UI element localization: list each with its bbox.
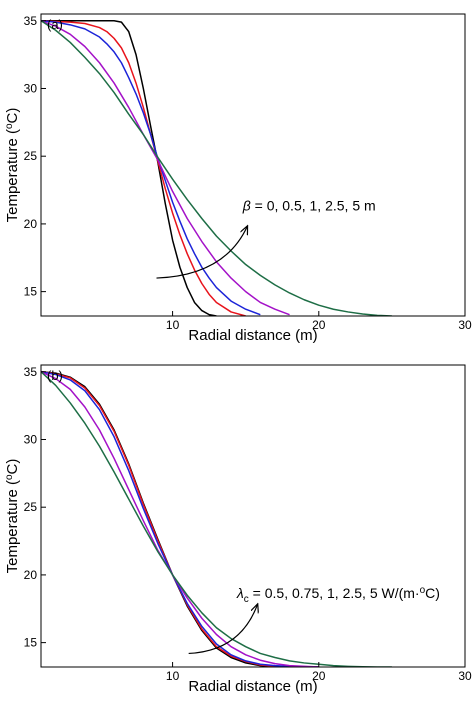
series-line-black [41,371,319,667]
annotation-label: β = 0, 0.5, 1, 2.5, 5 m [242,197,376,213]
series-line-green [41,371,392,667]
series-line-red [41,20,246,316]
panel-label: (a) [47,17,63,32]
annotation-arrow [156,227,248,279]
x-tick-label: 30 [458,318,472,332]
annotation-arrow [188,605,258,655]
series-line-blue [41,371,319,667]
series-line-magenta [41,20,290,316]
x-axis-title: Radial distance (m) [188,678,317,695]
x-tick-label: 20 [312,318,326,332]
series-group [41,371,392,667]
panel-a: 15 20 25 30 35 10 20 30 Radial distance (m) Tempe… [4,13,472,344]
y-tick-label: 25 [24,149,38,163]
y-tick-label: 35 [24,365,38,379]
x-tick-label: 10 [166,669,180,683]
y-tick-label: 20 [24,568,38,582]
y-axis-title: Temperature (oC) [4,459,21,574]
plot-frame [40,364,466,668]
plot-frame [40,13,466,317]
series-line-blue [41,20,261,316]
panel-label: (b) [47,368,63,383]
x-axis-title: Radial distance (m) [188,327,317,344]
y-tick-label: 20 [24,217,38,231]
y-tick-label: 35 [24,14,38,28]
annotation-label: λc = 0.5, 0.75, 1, 2.5, 5 W/(m·oC) [236,585,440,605]
x-tick-label: 10 [166,318,180,332]
series-line-green [41,20,392,316]
y-tick-label: 15 [24,285,38,299]
y-tick-label: 15 [24,636,38,650]
series-line-black [41,20,217,316]
y-axis-title: Temperature (oC) [4,108,21,223]
y-tick-label: 25 [24,500,38,514]
y-tick-label: 30 [24,432,38,446]
series-line-red [41,371,319,667]
series-group [41,20,392,316]
panel-b: 15 20 25 30 35 10 20 30 Radial distance (m) Tempe… [4,364,472,695]
series-line-magenta [41,371,319,667]
x-tick-label: 30 [458,669,472,683]
x-tick-label: 20 [312,669,326,683]
y-tick-label: 30 [24,81,38,95]
